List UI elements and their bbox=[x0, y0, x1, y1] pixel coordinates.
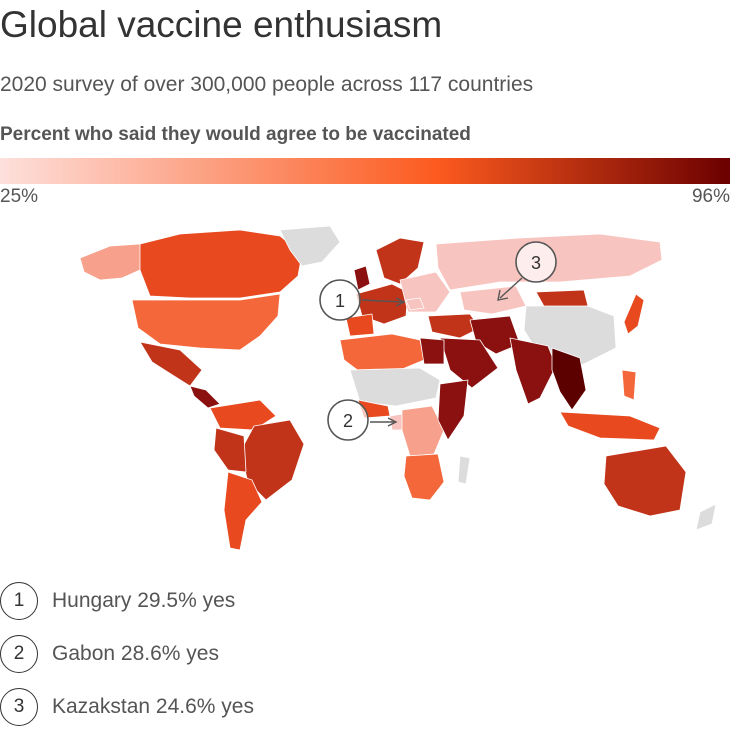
region-uk bbox=[353, 265, 371, 291]
callout-circle-3 bbox=[515, 241, 557, 283]
map-callout-1: 1 bbox=[319, 279, 406, 321]
region-north-africa bbox=[339, 333, 425, 373]
region-southern-africa bbox=[403, 453, 445, 501]
region-philippines bbox=[621, 369, 637, 401]
page-title: Global vaccine enthusiasm bbox=[0, 4, 443, 45]
callout-arrow-3 bbox=[499, 277, 523, 299]
legend-gradient-bar bbox=[0, 158, 730, 184]
region-turkey-middle-east bbox=[427, 313, 481, 339]
region-peru-bolivia bbox=[213, 427, 247, 473]
callout-circle-1 bbox=[319, 279, 361, 321]
region-australia bbox=[603, 445, 687, 517]
region-sahel bbox=[349, 367, 441, 407]
callout-note-number-1: 1 bbox=[0, 582, 38, 620]
region-canada bbox=[139, 229, 303, 299]
callout-number-3: 3 bbox=[531, 253, 541, 273]
region-eastern-europe bbox=[399, 271, 451, 313]
region-greenland bbox=[279, 225, 341, 267]
callout-note-number-3: 3 bbox=[0, 688, 38, 726]
region-kazakhstan bbox=[459, 285, 527, 315]
callout-arrowhead-1 bbox=[395, 297, 406, 307]
callout-note-text-1: Hungary 29.5% yes bbox=[52, 589, 236, 612]
callout-note-2: 2 Gabon 28.6% yes bbox=[0, 631, 219, 677]
callout-arrowhead-3 bbox=[497, 289, 509, 301]
region-argentina-chile bbox=[223, 471, 263, 551]
region-colombia-venezuela bbox=[209, 399, 277, 431]
callout-arrow-1 bbox=[361, 299, 403, 303]
region-usa bbox=[131, 293, 281, 351]
callout-circle-2 bbox=[327, 399, 369, 441]
region-hungary bbox=[405, 297, 425, 311]
legend-max-label: 96% bbox=[691, 186, 730, 207]
map-callout-3: 3 bbox=[497, 241, 557, 301]
callout-note-number-2: 2 bbox=[0, 635, 38, 673]
region-new-zealand bbox=[695, 503, 717, 531]
legend-min-label: 25% bbox=[0, 186, 39, 207]
world-choropleth-map: 1 2 3 bbox=[79, 225, 717, 551]
callout-note-1: 1 Hungary 29.5% yes bbox=[0, 578, 235, 624]
callout-note-text-3: Kazakstan 24.6% yes bbox=[52, 695, 254, 718]
callout-note-3: 3 Kazakstan 24.6% yes bbox=[0, 684, 254, 730]
region-iberia bbox=[345, 313, 375, 337]
callout-number-2: 2 bbox=[343, 411, 353, 431]
region-central-america bbox=[189, 385, 221, 409]
region-southeast-asia bbox=[551, 347, 587, 411]
region-mexico bbox=[139, 341, 203, 387]
callout-number-1: 1 bbox=[335, 291, 345, 311]
region-egypt bbox=[419, 337, 445, 365]
region-india bbox=[509, 337, 557, 405]
region-japan bbox=[623, 293, 645, 335]
region-central-africa bbox=[401, 405, 445, 457]
region-east-africa bbox=[437, 379, 469, 441]
legend-color-scale bbox=[0, 158, 730, 184]
map-callout-2: 2 bbox=[327, 399, 398, 441]
callout-note-text-2: Gabon 28.6% yes bbox=[52, 642, 219, 665]
region-alaska bbox=[79, 243, 151, 281]
region-arabia bbox=[439, 337, 499, 389]
region-madagascar bbox=[457, 455, 471, 485]
region-indonesia bbox=[559, 411, 661, 441]
legend-title: Percent who said they would agree to be … bbox=[0, 124, 471, 145]
page-subtitle: 2020 survey of over 300,000 people acros… bbox=[0, 73, 534, 96]
callout-arrowhead-2 bbox=[387, 417, 398, 427]
region-scandinavia bbox=[375, 237, 425, 285]
